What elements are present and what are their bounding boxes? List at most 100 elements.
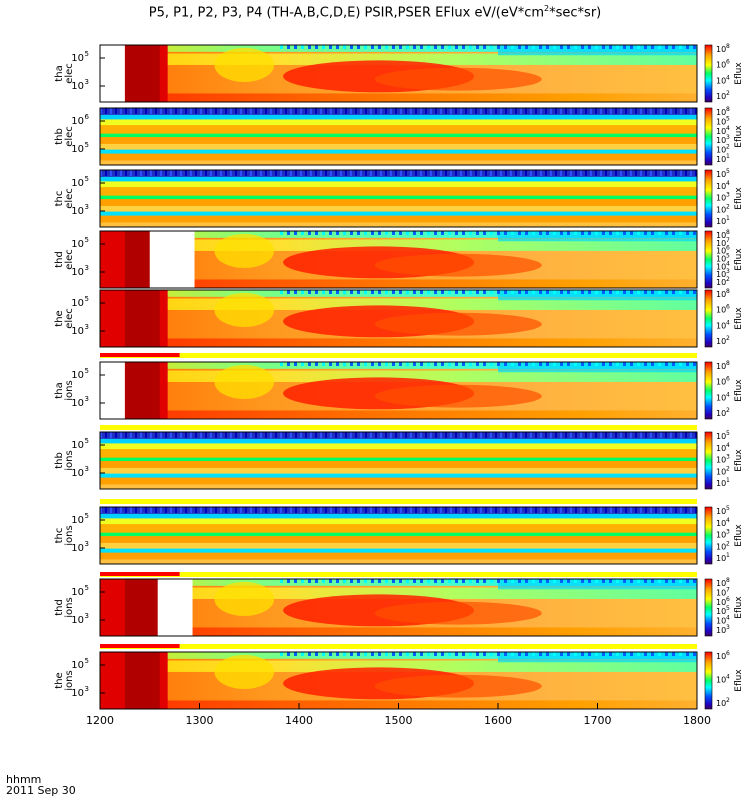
spectrogram-noise-tick <box>360 507 362 513</box>
spectrogram-noise-tick <box>130 432 132 438</box>
y-tick-exponent: 3 <box>85 203 89 211</box>
spectrogram-noise-tick <box>658 231 661 235</box>
spectrogram-noise-tick <box>483 579 486 583</box>
spectrogram-noise-tick <box>550 432 552 438</box>
spectrogram-noise-tick <box>574 362 577 366</box>
spectrogram-noise-tick <box>285 507 287 513</box>
colorbar-label: Eflux <box>734 187 744 210</box>
spectrogram-noise-tick <box>294 45 297 49</box>
colorbar <box>704 107 713 166</box>
spectrogram-noise-tick <box>651 45 654 49</box>
spectrogram-noise-tick <box>441 231 444 235</box>
spectrogram-noise-tick <box>520 507 522 513</box>
colorbar-tick-exponent: 3 <box>726 529 730 536</box>
spectrogram-noise-tick <box>215 507 217 513</box>
y-tick-label: 10 <box>71 587 84 598</box>
spectrogram-noise-tick <box>545 108 547 114</box>
spectrogram-noise-tick <box>504 290 507 294</box>
spectrogram-noise-tick <box>644 652 647 656</box>
colorbar <box>704 506 713 565</box>
spectrogram-noise-tick <box>615 170 617 176</box>
spectrogram-noise-tick <box>570 170 572 176</box>
spectrogram-noise-tick <box>375 507 377 513</box>
spectrogram-noise-tick <box>620 507 622 513</box>
spectrogram-yellow-feature <box>214 581 275 617</box>
panel-species-label: elec <box>64 126 75 147</box>
colorbar-tick-exponent: 4 <box>726 125 730 132</box>
spectrogram-noise-tick <box>685 108 687 114</box>
spectrogram-noise-tick <box>480 170 482 176</box>
colorbar-tick-exponent: 8 <box>726 43 730 50</box>
spectrogram-noise-tick <box>110 170 112 176</box>
spectrogram-noise-tick <box>220 108 222 114</box>
spectrogram-noise-tick <box>581 579 584 583</box>
spectrogram-noise-tick <box>336 579 339 583</box>
y-tick-label: 10 <box>71 370 84 381</box>
data-gap <box>157 579 193 636</box>
spectrogram-upper-band <box>100 587 697 599</box>
spectrogram-noise-tick <box>570 108 572 114</box>
spectrogram-noise-tick <box>357 231 360 235</box>
spectrogram-noise-tick <box>497 362 500 366</box>
status-strip <box>100 425 697 430</box>
spectrogram-noise-tick <box>445 432 447 438</box>
spectrogram-noise-tick <box>504 45 507 49</box>
spectrogram-noise-tick <box>100 432 102 438</box>
colorbar-tick-label: 10 <box>716 155 726 164</box>
spectrogram-band <box>100 137 697 145</box>
spectrogram-noise-tick <box>230 432 232 438</box>
spectrogram-noise-tick <box>301 231 304 235</box>
spectrogram-noise-tick <box>539 362 542 366</box>
spectrogram-noise-tick <box>150 170 152 176</box>
y-tick-exponent: 3 <box>85 540 89 548</box>
spectrogram-noise-tick <box>230 108 232 114</box>
spectrogram-noise-tick <box>525 290 528 294</box>
spectrogram-noise-tick <box>406 652 409 656</box>
spectrogram-noise-tick <box>665 231 668 235</box>
spectrogram-noise-tick <box>125 432 127 438</box>
spectrogram-noise-tick <box>665 507 667 513</box>
spectrogram-noise-tick <box>500 507 502 513</box>
spectrogram-noise-tick <box>574 45 577 49</box>
spectrogram-noise-tick <box>546 362 549 366</box>
spectrogram-noise-tick <box>581 45 584 49</box>
spectrogram-noise-tick <box>609 290 612 294</box>
spectrogram-noise-tick <box>305 170 307 176</box>
spectrogram-noise-tick <box>630 507 632 513</box>
spectrogram-noise-tick <box>185 170 187 176</box>
spectrogram-noise-tick <box>658 579 661 583</box>
colorbar-tick-label: 10 <box>716 409 726 418</box>
spectrogram-noise-tick <box>476 652 479 656</box>
spectrogram-noise-tick <box>125 170 127 176</box>
spectrogram-noise-tick <box>665 362 668 366</box>
spectrogram-band <box>100 542 697 550</box>
spectrogram-noise-tick <box>590 432 592 438</box>
spectrogram-noise-tick <box>210 507 212 513</box>
spectrogram-noise-tick <box>590 507 592 513</box>
spectrogram-noise-tick <box>553 362 556 366</box>
spectrogram-noise-tick <box>465 170 467 176</box>
spectrogram-noise-tick <box>505 507 507 513</box>
spectrogram-band <box>100 215 697 223</box>
colorbar-tick-label: 10 <box>716 676 726 685</box>
spectrogram-cyan-edge <box>498 579 697 590</box>
spectrogram-noise-tick <box>355 170 357 176</box>
spectrogram-noise-tick <box>525 170 527 176</box>
spectrogram-noise-tick <box>655 432 657 438</box>
spectrogram-noise-tick <box>546 652 549 656</box>
spectrogram-noise-tick <box>335 108 337 114</box>
colorbar-tick-label: 10 <box>716 652 726 661</box>
date-label: 2011 Sep 30 <box>6 784 76 797</box>
spectrogram-noise-tick <box>235 108 237 114</box>
spectrogram-noise-tick <box>540 432 542 438</box>
spectrogram-noise-tick <box>693 579 696 583</box>
spectrogram-noise-tick <box>392 652 395 656</box>
spectrogram-noise-tick <box>675 170 677 176</box>
spectrogram-noise-tick <box>399 290 402 294</box>
spectrogram-noise-tick <box>287 290 290 294</box>
spectrogram-noise-tick <box>470 108 472 114</box>
spectrogram-noise-tick <box>380 170 382 176</box>
spectrogram-noise-tick <box>672 362 675 366</box>
spectrogram-noise-tick <box>539 231 542 235</box>
